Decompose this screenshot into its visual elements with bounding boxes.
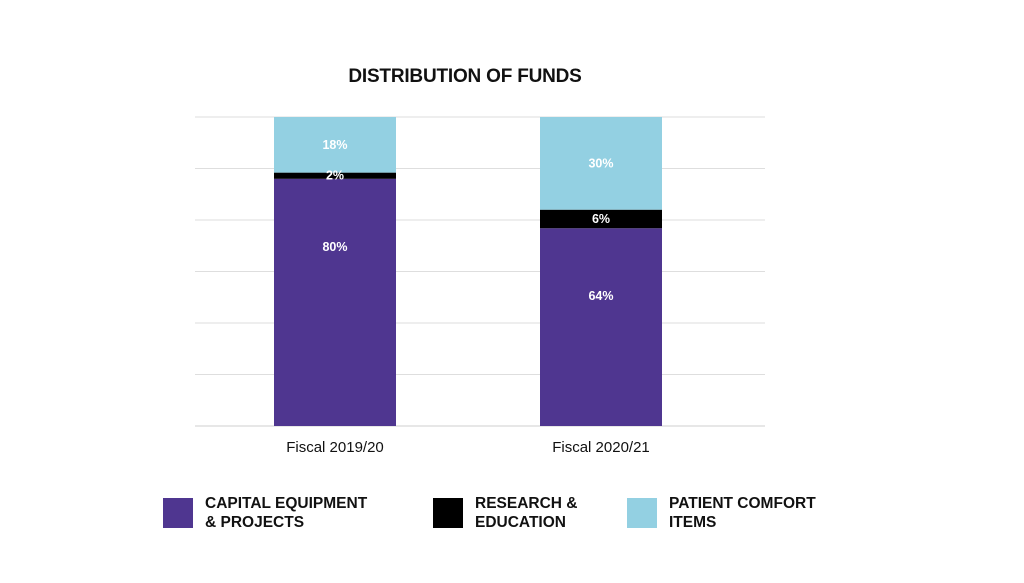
bar-capital-equipment-projects-0 xyxy=(274,178,396,426)
legend-swatch-patient-comfort xyxy=(627,498,657,528)
x-tick-labels: Fiscal 2019/20 Fiscal 2020/21 xyxy=(286,439,650,456)
legend: CAPITAL EQUIPMENT & PROJECTS RESEARCH & … xyxy=(0,494,1024,554)
bar-research-education-1 xyxy=(540,209,662,229)
bar-patient-comfort-items-1 xyxy=(540,117,662,210)
data-label-capital-equipment-projects-1: 64% xyxy=(588,289,613,303)
legend-item-research-education: RESEARCH & EDUCATION xyxy=(433,494,577,532)
gridlines xyxy=(195,116,765,427)
bars xyxy=(274,117,662,426)
bar-research-education-0 xyxy=(274,172,396,179)
legend-label-patient-comfort: PATIENT COMFORT ITEMS xyxy=(669,495,816,531)
legend-swatch-research-education xyxy=(433,498,463,528)
data-label-capital-equipment-projects-0: 80% xyxy=(322,240,347,254)
chart-title: DISTRIBUTION OF FUNDS xyxy=(348,66,582,87)
x-tick-label: Fiscal 2020/21 xyxy=(552,439,650,456)
x-tick-label: Fiscal 2019/20 xyxy=(286,439,384,456)
legend-label-capital-equipment: CAPITAL EQUIPMENT & PROJECTS xyxy=(205,495,368,531)
data-label-research-education-0: 2% xyxy=(326,169,344,183)
bar-capital-equipment-projects-1 xyxy=(540,228,662,426)
legend-swatch-capital-equipment xyxy=(163,498,193,528)
data-label-patient-comfort-items-0: 18% xyxy=(322,138,347,152)
data-label-patient-comfort-items-1: 30% xyxy=(588,156,613,170)
legend-label-research-education: RESEARCH & EDUCATION xyxy=(475,495,578,531)
legend-item-capital-equipment: CAPITAL EQUIPMENT & PROJECTS xyxy=(163,494,367,532)
legend-item-patient-comfort: PATIENT COMFORT ITEMS xyxy=(627,494,816,532)
data-labels: 80% 2% 18% 64% 6% 30% xyxy=(322,138,613,303)
data-label-research-education-1: 6% xyxy=(592,212,610,226)
bar-patient-comfort-items-0 xyxy=(274,117,396,173)
